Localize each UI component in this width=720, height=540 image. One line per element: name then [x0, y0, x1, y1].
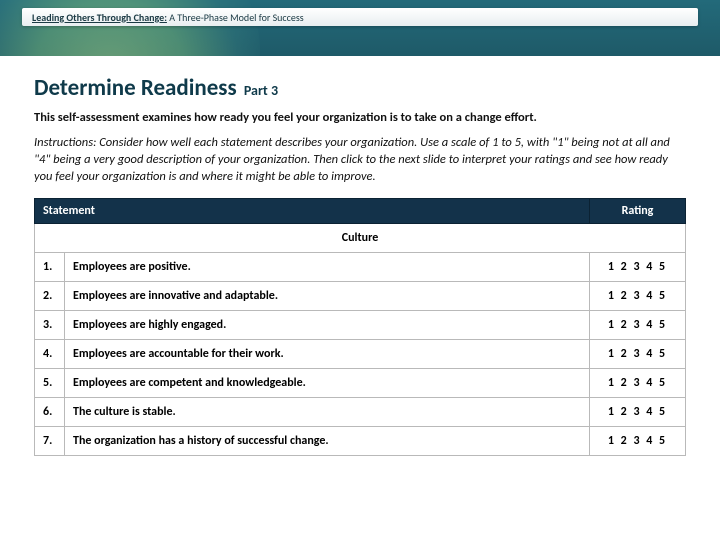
row-rating-scale[interactable]: 1 2 3 4 5	[590, 397, 686, 426]
row-statement: The organization has a history of succes…	[65, 426, 590, 455]
row-statement: Employees are competent and knowledgeabl…	[65, 368, 590, 397]
row-rating-scale[interactable]: 1 2 3 4 5	[590, 368, 686, 397]
breadcrumb: Leading Others Through Change: A Three-P…	[22, 8, 698, 26]
slide-content: Determine Readiness Part 3 This self-ass…	[0, 56, 720, 456]
table-row: 2.Employees are innovative and adaptable…	[35, 281, 686, 310]
row-statement: Employees are highly engaged.	[65, 310, 590, 339]
breadcrumb-tail: A Three-Phase Model for Success	[167, 11, 304, 24]
row-rating-scale[interactable]: 1 2 3 4 5	[590, 252, 686, 281]
row-statement: Employees are positive.	[65, 252, 590, 281]
intro-text: This self-assessment examines how ready …	[34, 110, 686, 125]
row-number: 5.	[35, 368, 65, 397]
table-row: 3.Employees are highly engaged.1 2 3 4 5	[35, 310, 686, 339]
heading-part: Part 3	[244, 82, 278, 99]
table-row: 6.The culture is stable.1 2 3 4 5	[35, 397, 686, 426]
row-rating-scale[interactable]: 1 2 3 4 5	[590, 426, 686, 455]
row-statement: Employees are accountable for their work…	[65, 339, 590, 368]
heading-main: Determine Readiness	[34, 74, 237, 102]
assessment-table: Statement Rating Culture 1.Employees are…	[34, 198, 686, 456]
row-number: 4.	[35, 339, 65, 368]
col-rating: Rating	[590, 198, 686, 223]
col-statement: Statement	[35, 198, 590, 223]
row-number: 7.	[35, 426, 65, 455]
row-number: 3.	[35, 310, 65, 339]
table-row: 5.Employees are competent and knowledgea…	[35, 368, 686, 397]
row-rating-scale[interactable]: 1 2 3 4 5	[590, 339, 686, 368]
row-rating-scale[interactable]: 1 2 3 4 5	[590, 310, 686, 339]
row-number: 1.	[35, 252, 65, 281]
section-culture: Culture	[35, 223, 686, 252]
table-row: 7.The organization has a history of succ…	[35, 426, 686, 455]
breadcrumb-lead: Leading Others Through Change:	[32, 11, 167, 24]
header-band: Leading Others Through Change: A Three-P…	[0, 0, 720, 56]
table-body: Culture 1.Employees are positive.1 2 3 4…	[35, 223, 686, 455]
row-rating-scale[interactable]: 1 2 3 4 5	[590, 281, 686, 310]
table-row: 1.Employees are positive.1 2 3 4 5	[35, 252, 686, 281]
instructions-text: Instructions: Consider how well each sta…	[34, 135, 686, 186]
table-row: 4.Employees are accountable for their wo…	[35, 339, 686, 368]
row-statement: Employees are innovative and adaptable.	[65, 281, 590, 310]
row-statement: The culture is stable.	[65, 397, 590, 426]
page-title: Determine Readiness Part 3	[34, 74, 686, 102]
breadcrumb-text: Leading Others Through Change: A Three-P…	[32, 11, 304, 24]
row-number: 2.	[35, 281, 65, 310]
row-number: 6.	[35, 397, 65, 426]
